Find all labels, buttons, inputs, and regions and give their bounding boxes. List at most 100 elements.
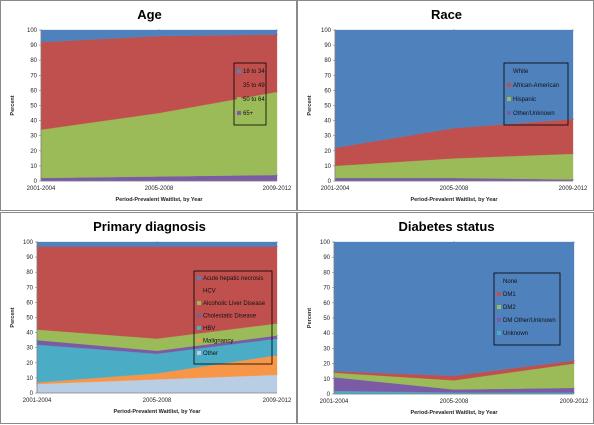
age-x-tick-label: 2009-2012 — [263, 186, 292, 192]
primary-diagnosis-y-tick-label: 40 — [26, 331, 33, 337]
diabetes-status-y-tick-label: 0 — [327, 392, 331, 398]
diabetes-status-legend-label-dm-other-unknown: DM Other/Unknown — [503, 318, 556, 324]
race-legend-swatch-african-american — [507, 83, 511, 87]
age-y-tick-label: 40 — [30, 119, 37, 125]
race-x-tick-label: 2009-2012 — [559, 186, 588, 192]
race-point-white-1 — [453, 29, 455, 31]
diabetes-status-legend-box — [493, 272, 561, 346]
primary-diagnosis-legend-swatch-other — [197, 351, 201, 355]
primary-diagnosis-y-tick-label: 60 — [26, 300, 33, 306]
diabetes-status-x-tick-label: 2001-2004 — [320, 399, 349, 405]
age-legend-label-18-to-34: 18 to 34 — [243, 69, 265, 75]
age-y-tick-label: 60 — [30, 88, 37, 94]
age-y-tick-label: 70 — [30, 73, 37, 79]
primary-diagnosis-legend-label-cholestatic-disease: Cholestatic Disease — [203, 314, 257, 320]
race-legend-swatch-hispanic — [507, 97, 511, 101]
age-x-tick-label: 2005-2008 — [145, 186, 174, 192]
primary-diagnosis-legend-box — [193, 270, 273, 365]
race-y-tick-label: 20 — [324, 149, 331, 155]
age-legend-swatch-50-to-64 — [237, 97, 241, 101]
race-y-tick-label: 60 — [324, 88, 331, 94]
primary-diagnosis-legend-swatch-acute-hepatic-necrosis — [197, 276, 201, 280]
primary-diagnosis-chart-svg: Primary diagnosis 0 10 20 30 40 50 60 70 80 90 100 2… — [10, 219, 292, 415]
race-y-tick-label: 40 — [324, 119, 331, 125]
primary-diagnosis-area-hcv — [36, 246, 278, 339]
primary-diagnosis-y-tick-label: 70 — [26, 285, 33, 291]
primary-diagnosis-y-tick-label: 50 — [26, 316, 33, 322]
age-x-axis-label: Period-Prevalent Waitlist, by Year — [115, 197, 203, 203]
diabetes-status-x-axis-label: Period-Prevalent Waitlist, by Year — [410, 410, 498, 416]
primary-diagnosis-x-tick-label: 2005-2008 — [143, 398, 172, 404]
age-chart-svg: Age 0 10 20 30 40 50 60 70 80 90 100 2001-2004 2005-2… — [10, 7, 292, 203]
diabetes-status-y-tick-label: 30 — [323, 346, 330, 352]
race-y-tick-label: 10 — [324, 164, 331, 170]
age-y-tick-label: 20 — [30, 149, 37, 155]
race-y-axis-label: Percent — [307, 95, 313, 115]
diabetes-status-y-tick-label: 100 — [320, 240, 331, 246]
chart-panel-primary-diagnosis: Primary diagnosis 0 10 20 30 40 50 60 70 80 90 100 2… — [0, 212, 297, 424]
diabetes-status-legend-swatch-dm1 — [497, 292, 501, 296]
diabetes-status-y-tick-label: 40 — [323, 331, 330, 337]
primary-diagnosis-point-acute-hepatic-necrosis-2 — [276, 241, 278, 243]
race-legend-label-other-unknown: Other/Unknown — [513, 111, 555, 117]
primary-diagnosis-legend-swatch-hcv — [197, 288, 201, 293]
race-legend-label-african-american: African-American — [513, 83, 559, 89]
diabetes-status-legend-label-none: None — [503, 279, 518, 285]
race-y-tick-label: 80 — [324, 58, 331, 64]
diabetes-status-legend-swatch-dm-other-unknown — [497, 318, 501, 322]
race-y-tick-label: 70 — [324, 73, 331, 79]
primary-diagnosis-chart-title: Primary diagnosis — [93, 219, 206, 234]
diabetes-status-y-tick-label: 80 — [323, 270, 330, 276]
age-legend-swatch-35-to-49 — [237, 83, 241, 87]
diabetes-status-y-axis-label: Percent — [307, 308, 313, 328]
primary-diagnosis-y-tick-label: 10 — [26, 376, 33, 382]
diabetes-status-point-none-1 — [453, 241, 455, 243]
diabetes-status-legend-label-dm2: DM2 — [503, 305, 516, 311]
age-y-tick-label: 0 — [34, 179, 38, 185]
age-y-tick-label: 50 — [30, 104, 37, 110]
primary-diagnosis-legend-label-alcoholic-liver-disease: Alcoholic Liver Disease — [203, 301, 266, 307]
chart-panel-age: Age 0 10 20 30 40 50 60 70 80 90 100 2001-2004 2005-2… — [0, 0, 297, 211]
diabetes-status-area-none — [333, 241, 575, 376]
primary-diagnosis-y-tick-label: 20 — [26, 361, 33, 367]
race-chart-svg: Race 0 10 20 30 40 50 60 70 80 90 100 2001-2004 2005-… — [307, 7, 588, 203]
primary-diagnosis-y-tick-label: 0 — [30, 391, 34, 397]
diabetes-status-y-tick-label: 70 — [323, 286, 330, 292]
age-y-tick-label: 30 — [30, 134, 37, 140]
race-y-tick-label: 0 — [328, 179, 332, 185]
race-legend-swatch-white — [507, 69, 511, 73]
primary-diagnosis-legend-swatch-cholestatic-disease — [197, 313, 201, 318]
race-y-tick-label: 100 — [321, 28, 332, 34]
diabetes-status-legend-swatch-none — [497, 279, 501, 283]
chart-panel-diabetes-status: Diabetes status 0 10 20 30 40 50 60 70 80 90 100 200… — [297, 212, 594, 424]
primary-diagnosis-legend-label-other: Other — [203, 351, 218, 357]
diabetes-status-legend-label-unknown: Unknown — [503, 331, 528, 337]
primary-diagnosis-y-tick-label: 30 — [26, 346, 33, 352]
age-point-18-to-34-1 — [158, 29, 160, 31]
race-x-axis-label: Period-Prevalent Waitlist, by Year — [410, 197, 498, 203]
race-y-tick-label: 90 — [324, 43, 331, 49]
diabetes-status-y-tick-label: 60 — [323, 301, 330, 307]
diabetes-status-legend-swatch-unknown — [497, 331, 501, 335]
diabetes-status-y-tick-label: 50 — [323, 316, 330, 322]
diabetes-status-legend-swatch-dm2 — [497, 305, 501, 309]
primary-diagnosis-y-tick-label: 80 — [26, 270, 33, 276]
primary-diagnosis-x-tick-label: 2009-2012 — [263, 398, 292, 404]
chart-panel-race: Race 0 10 20 30 40 50 60 70 80 90 100 2001-2004 2005-… — [297, 0, 594, 211]
age-legend-swatch-18-to-34 — [237, 69, 241, 73]
primary-diagnosis-legend-swatch-alcoholic-liver-disease — [197, 301, 201, 305]
race-legend-swatch-other-unknown — [507, 111, 511, 115]
primary-diagnosis-legend-label-acute-hepatic-necrosis: Acute hepatic necrosis — [203, 276, 263, 282]
primary-diagnosis-legend-label-malignancy: Malignancy — [203, 339, 233, 345]
race-point-white-2 — [572, 29, 574, 31]
race-legend-label-hispanic: Hispanic — [513, 97, 536, 103]
race-y-tick-label: 30 — [324, 134, 331, 140]
age-point-18-to-34-2 — [276, 29, 278, 31]
age-legend-swatch-65 — [237, 111, 241, 115]
primary-diagnosis-x-axis-label: Period-Prevalent Waitlist, by Year — [113, 409, 201, 415]
primary-diagnosis-legend-label-hbv: HBV — [203, 326, 215, 332]
race-legend-label-white: White — [513, 69, 529, 75]
race-x-tick-label: 2005-2008 — [440, 186, 469, 192]
diabetes-status-y-tick-label: 20 — [323, 362, 330, 368]
age-legend-box — [233, 62, 267, 126]
